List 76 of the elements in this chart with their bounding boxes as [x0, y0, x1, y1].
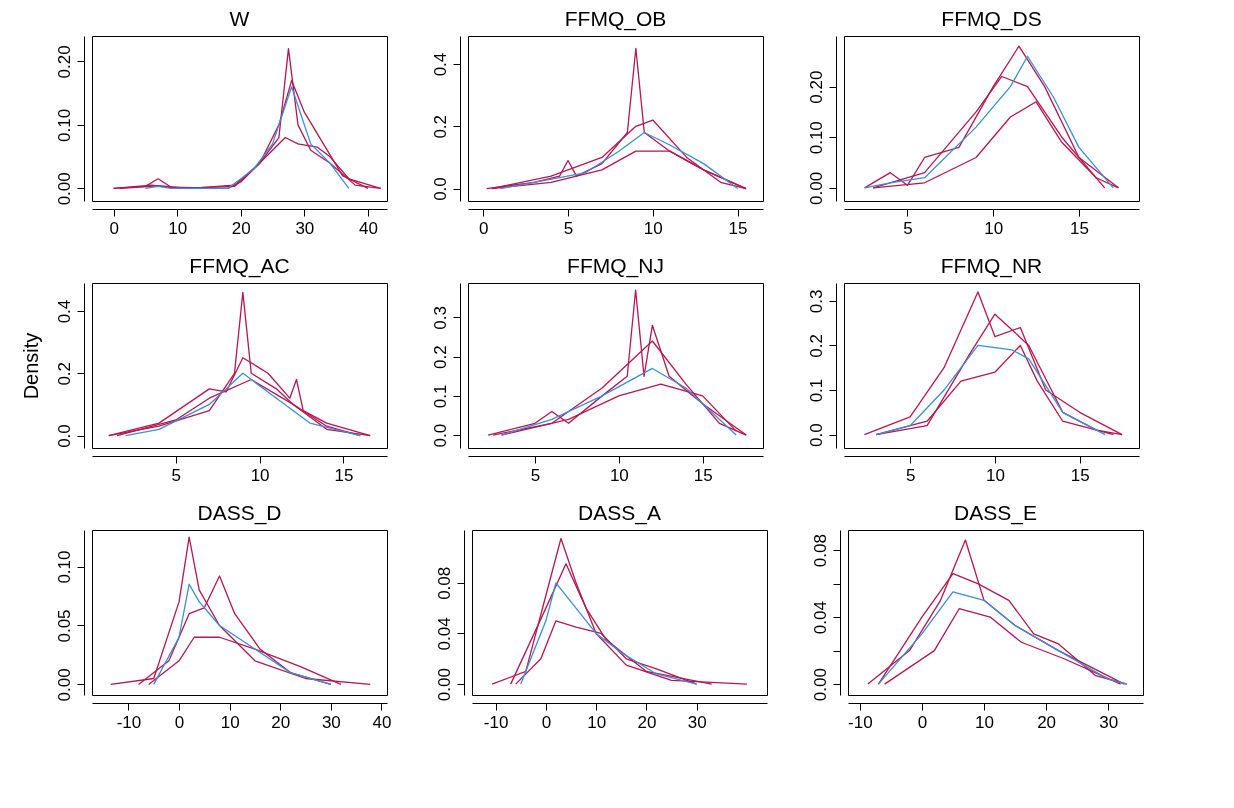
- chart-title: DASS_E: [954, 501, 1037, 525]
- x-tick-label: 5: [905, 465, 916, 485]
- chart-title: DASS_A: [578, 501, 661, 525]
- y-tick-label: 0.08: [434, 566, 454, 600]
- x-tick-label: 0: [479, 218, 489, 238]
- y-tick-label: 0.0: [430, 177, 450, 201]
- y-tick-label: 0.04: [810, 601, 830, 635]
- x-tick-label: 15: [1070, 218, 1089, 238]
- x-tick-label: 0: [541, 712, 552, 732]
- chart-title: FFMQ_AC: [189, 254, 290, 278]
- chart-title: FFMQ_NR: [940, 254, 1043, 278]
- x-tick-label: 30: [295, 218, 315, 238]
- y-tick-label: 0.08: [810, 534, 830, 568]
- x-tick-label: 40: [372, 712, 392, 732]
- x-tick-label: 10: [985, 465, 1005, 485]
- x-tick-label: 40: [358, 218, 378, 238]
- y-tick-label: 0.00: [54, 172, 74, 206]
- y-tick-label: 0.00: [806, 171, 826, 205]
- y-tick-label: 0.20: [806, 70, 826, 104]
- chart-title: FFMQ_NJ: [567, 254, 664, 278]
- y-tick-label: 0.10: [54, 108, 74, 142]
- x-tick-label: 5: [530, 465, 541, 485]
- chart-title: FFMQ_DS: [941, 7, 1042, 31]
- x-tick-label: 0: [109, 218, 119, 238]
- x-tick-label: 10: [643, 218, 663, 238]
- x-tick-label: 15: [728, 218, 748, 238]
- x-tick-label: 5: [563, 218, 574, 238]
- x-tick-label: 30: [321, 712, 341, 732]
- x-tick-label: 15: [693, 465, 713, 485]
- x-tick-label: 30: [1099, 712, 1119, 732]
- y-tick-label: 0.10: [806, 121, 826, 155]
- y-tick-label: 0.3: [430, 306, 450, 330]
- x-tick-label: 10: [168, 218, 188, 238]
- x-tick-label: 0: [917, 712, 928, 732]
- chart-title: FFMQ_OB: [564, 7, 667, 31]
- x-tick-label: 20: [1037, 712, 1057, 732]
- x-tick-label: -10: [116, 712, 142, 732]
- y-tick-label: 0.04: [434, 617, 454, 651]
- y-tick-label: 0.4: [54, 299, 74, 324]
- y-tick-label: 0.05: [54, 609, 74, 643]
- y-tick-label: 0.1: [806, 378, 826, 403]
- y-tick-label: 0.20: [54, 45, 74, 79]
- x-tick-label: -10: [848, 712, 873, 732]
- y-tick-label: 0.10: [54, 550, 74, 584]
- y-tick-label: 0.3: [806, 289, 826, 314]
- x-tick-label: 15: [334, 465, 354, 485]
- x-tick-label: 10: [975, 712, 994, 732]
- y-tick-label: 0.0: [54, 424, 74, 448]
- x-tick-label: 20: [271, 712, 291, 732]
- y-tick-label: 0.00: [434, 668, 454, 702]
- x-tick-label: 0: [174, 712, 185, 732]
- chart-title: W: [229, 7, 250, 30]
- x-tick-label: 20: [231, 218, 251, 238]
- x-tick-label: 10: [609, 465, 629, 485]
- chart-title: DASS_D: [197, 501, 282, 525]
- y-tick-label: 0.2: [430, 114, 450, 139]
- y-tick-label: 0.2: [430, 345, 450, 369]
- y-tick-label: 0.4: [430, 52, 450, 77]
- y-axis-title: Density: [19, 332, 42, 400]
- x-tick-label: 20: [637, 712, 657, 732]
- y-tick-label: 0.2: [54, 361, 74, 386]
- y-tick-label: 0.1: [430, 384, 450, 409]
- y-tick-label: 0.00: [810, 668, 830, 702]
- x-tick-label: 15: [1070, 465, 1090, 485]
- x-tick-label: -10: [483, 712, 509, 732]
- x-tick-label: 10: [984, 218, 1004, 238]
- y-tick-label: 0.0: [430, 423, 450, 448]
- x-tick-label: 5: [903, 218, 913, 238]
- y-tick-label: 0.00: [54, 668, 74, 702]
- x-tick-label: 5: [171, 465, 182, 485]
- y-tick-label: 0.0: [806, 423, 826, 447]
- x-tick-label: 10: [220, 712, 240, 732]
- y-tick-label: 0.2: [806, 334, 826, 358]
- x-tick-label: 30: [687, 712, 707, 732]
- x-tick-label: 10: [250, 465, 270, 485]
- x-tick-label: 10: [587, 712, 607, 732]
